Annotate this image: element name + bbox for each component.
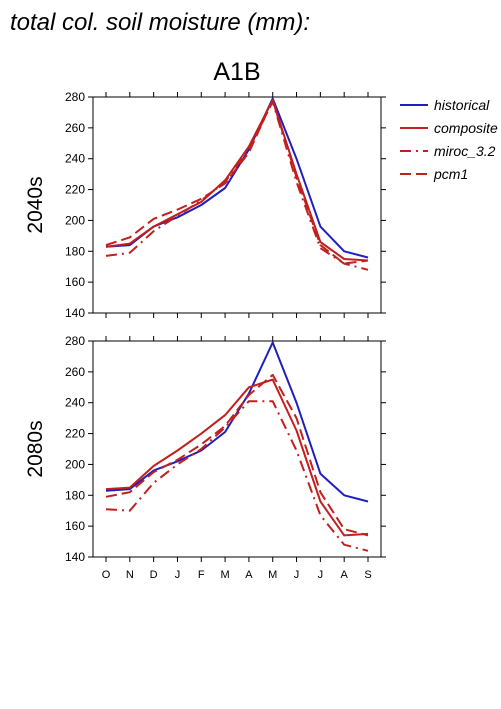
series-line-miroc_3.2 xyxy=(105,400,369,552)
y-tick-label: 140 xyxy=(65,306,85,320)
x-tick-label: S xyxy=(364,569,371,581)
x-tick-label: J xyxy=(294,569,300,581)
panel-2080s: 140 160 180 200 220 240 260 280 O N D J F M A M J J A S 2080… xyxy=(24,334,386,581)
x-tick-label: O xyxy=(102,569,111,581)
series-line-miroc_3.2 xyxy=(105,100,369,271)
y-tick-label: 240 xyxy=(65,152,85,166)
y-tick-label: 220 xyxy=(65,183,85,197)
x-tick-label: M xyxy=(268,569,277,581)
y-tick-label: 200 xyxy=(65,457,85,471)
legend-label: miroc_3.2 xyxy=(434,143,496,159)
panel-2040s: 140 160 180 200 220 240 260 280 2040s xyxy=(24,90,386,320)
x-tick-label: F xyxy=(198,569,205,581)
legend-item-historical: historical xyxy=(400,97,490,113)
legend-item-composite: composite xyxy=(400,120,498,136)
plot-frame xyxy=(92,96,382,314)
y-tick-label: 220 xyxy=(65,427,85,441)
figure-title: total col. soil moisture (mm): xyxy=(10,9,310,36)
x-tick-label: A xyxy=(245,569,253,581)
series-line-pcm1 xyxy=(105,373,369,537)
y-tick-label: 140 xyxy=(65,550,85,564)
y-tick-label: 280 xyxy=(65,334,85,348)
series-line-composite xyxy=(105,378,369,537)
legend-label: composite xyxy=(434,120,498,136)
scenario-title: A1B xyxy=(213,58,260,86)
y-tick-label: 260 xyxy=(65,365,85,379)
plot-frame xyxy=(92,340,382,558)
x-tick-label: M xyxy=(221,569,230,581)
y-tick-label: 260 xyxy=(65,121,85,135)
y-tick-label: 160 xyxy=(65,519,85,533)
series-line-composite xyxy=(105,99,369,262)
legend-label: pcm1 xyxy=(433,166,468,182)
x-tick-label: J xyxy=(175,569,181,581)
legend-item-miroc_3.2: miroc_3.2 xyxy=(400,143,496,159)
series-line-historical xyxy=(105,341,369,503)
x-tick-label: N xyxy=(126,569,134,581)
y-tick-label: 160 xyxy=(65,275,85,289)
legend: historical composite miroc_3.2 pcm1 xyxy=(400,97,498,182)
y-tick-label: 240 xyxy=(65,396,85,410)
y-tick-label: 180 xyxy=(65,244,85,258)
y-tick-label: 280 xyxy=(65,90,85,104)
x-tick-label: J xyxy=(318,569,324,581)
legend-item-pcm1: pcm1 xyxy=(400,166,468,182)
x-tick-label: D xyxy=(150,569,158,581)
y-tick-label: 200 xyxy=(65,213,85,227)
legend-label: historical xyxy=(434,97,490,113)
panels: 140 160 180 200 220 240 260 280 2040s 140 160 180 20… xyxy=(24,90,386,581)
series-line-pcm1 xyxy=(105,99,369,265)
panel-label: 2040s xyxy=(24,176,47,233)
panel-label: 2080s xyxy=(24,420,47,477)
x-tick-label: A xyxy=(341,569,349,581)
y-tick-label: 180 xyxy=(65,488,85,502)
